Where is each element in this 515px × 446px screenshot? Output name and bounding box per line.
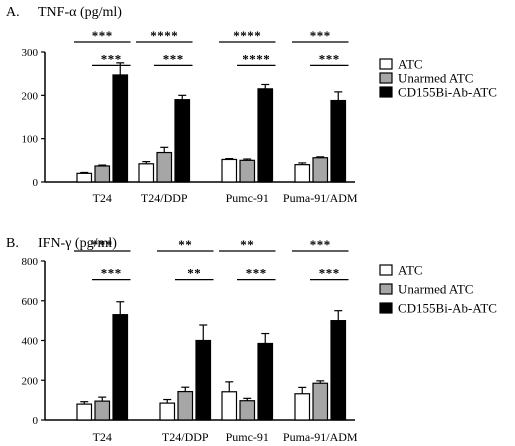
bar <box>221 391 238 421</box>
bar <box>94 400 111 421</box>
y-tick-label: 300 <box>22 47 39 59</box>
significance-label: ** <box>178 237 192 252</box>
panel-a-significance: *************************** <box>74 28 349 66</box>
significance-label: *** <box>101 266 122 281</box>
panel-b-title: IFN-γ (pg/ml) <box>38 236 117 251</box>
x-tick-label: T24 <box>93 191 112 205</box>
significance-label: ** <box>187 266 201 281</box>
y-tick-label: 600 <box>22 296 39 308</box>
legend-swatch <box>379 302 393 314</box>
bar <box>138 163 155 183</box>
bar <box>112 74 129 183</box>
legend-swatch <box>379 264 393 276</box>
x-tick-label: Puma-91/ADM <box>283 191 358 205</box>
bar <box>94 165 111 183</box>
significance-label: *** <box>310 237 331 252</box>
legend-swatch <box>379 58 393 70</box>
bar <box>239 159 256 183</box>
panel-b-significance: ********************* <box>74 237 349 281</box>
y-tick-label: 200 <box>22 90 39 102</box>
y-tick-label: 400 <box>22 336 39 348</box>
bar <box>257 342 274 421</box>
significance-label: ** <box>240 237 254 252</box>
bar <box>221 158 238 183</box>
panel-ifn-gamma: B. IFN-γ (pg/ml) 0 200 400 600 800 T24 T24/DDP… <box>6 236 497 444</box>
bar <box>76 172 93 183</box>
significance-label: *** <box>92 237 113 252</box>
significance-label: *** <box>101 51 122 66</box>
legend-label: Unarmed ATC <box>398 71 473 86</box>
bar <box>156 151 173 183</box>
y-tick-label: 200 <box>22 375 39 387</box>
bar <box>330 99 347 183</box>
bar <box>239 400 256 421</box>
legend-label: CD155Bi-Ab-ATC <box>398 85 497 100</box>
y-tick-label: 800 <box>22 256 39 268</box>
bar <box>76 403 93 421</box>
significance-label: **** <box>242 51 270 66</box>
bar <box>159 402 176 421</box>
panel-b-letter: B. <box>6 236 19 251</box>
significance-label: *** <box>319 51 340 66</box>
bar <box>294 164 311 183</box>
significance-label: *** <box>246 266 267 281</box>
panel-b-bars <box>76 301 347 421</box>
legend-swatch <box>379 86 393 98</box>
legend-label: ATC <box>398 263 423 278</box>
bar <box>195 339 212 421</box>
y-tick-label: 0 <box>33 177 39 189</box>
legend-label: ATC <box>398 57 423 72</box>
legend-swatch <box>379 283 393 295</box>
y-tick-label: 100 <box>22 134 39 146</box>
bar <box>174 99 191 183</box>
panel-a-title: TNF-α (pg/ml) <box>38 5 122 20</box>
panel-a-letter: A. <box>6 5 20 20</box>
bar <box>112 314 129 421</box>
legend-label: Unarmed ATC <box>398 282 473 297</box>
significance-label: *** <box>310 28 331 43</box>
legend-swatch <box>379 72 393 84</box>
panel-a-bars <box>76 62 347 183</box>
significance-label: *** <box>163 51 184 66</box>
bar <box>257 88 274 183</box>
bar <box>177 390 194 421</box>
y-tick-label: 0 <box>33 415 39 427</box>
x-tick-label: Pumc-91 <box>226 191 269 205</box>
panel-b-legend: ATC Unarmed ATC CD155Bi-Ab-ATC <box>379 263 497 316</box>
x-tick-label: T24/DDP <box>162 430 209 444</box>
bar <box>294 393 311 421</box>
significance-label: **** <box>150 28 178 43</box>
bar <box>312 157 329 183</box>
x-tick-label: Pumc-91 <box>226 430 269 444</box>
bar <box>312 382 329 421</box>
panel-tnf-alpha: A. TNF-α (pg/ml) 0 100 200 300 T24 T24/DDP Pum… <box>6 5 497 205</box>
significance-label: **** <box>233 28 261 43</box>
bar <box>330 320 347 421</box>
significance-label: *** <box>319 266 340 281</box>
legend-label: CD155Bi-Ab-ATC <box>398 301 497 316</box>
significance-label: *** <box>92 28 113 43</box>
x-tick-label: T24/DDP <box>141 191 188 205</box>
x-tick-label: T24 <box>93 430 112 444</box>
x-tick-label: Puma-91/ADM <box>283 430 358 444</box>
